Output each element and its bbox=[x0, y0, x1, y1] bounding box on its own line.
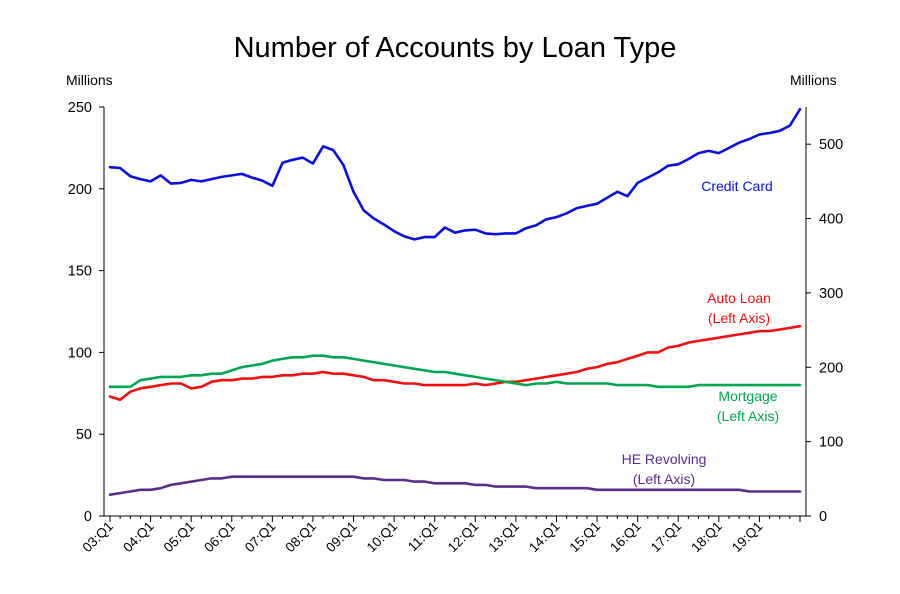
x-tick-label: 05:Q1 bbox=[161, 519, 198, 556]
left-y-tick-label: 250 bbox=[68, 100, 92, 116]
right-axis-unit-label: Millions bbox=[790, 72, 837, 88]
x-tick-label: 07:Q1 bbox=[242, 519, 279, 556]
series-label-auto-loan: Auto Loan bbox=[707, 290, 771, 306]
series-label-he-revolving: HE Revolving bbox=[622, 451, 707, 467]
series-line-auto-loan bbox=[108, 324, 802, 402]
left-y-tick-label: 0 bbox=[84, 509, 92, 525]
x-tick-label: 16:Q1 bbox=[607, 519, 644, 556]
x-tick-label: 09:Q1 bbox=[323, 519, 360, 556]
right-y-tick-label: 0 bbox=[819, 509, 827, 525]
series-line-he-revolving bbox=[108, 475, 802, 497]
x-tick-label: 14:Q1 bbox=[526, 519, 563, 556]
series-label-auto-loan: (Left Axis) bbox=[708, 310, 770, 326]
x-tick-label: 18:Q1 bbox=[688, 519, 725, 556]
chart-title: Number of Accounts by Loan Type bbox=[234, 32, 677, 64]
x-tick-label: 13:Q1 bbox=[485, 519, 522, 556]
series-label-mortgage: (Left Axis) bbox=[717, 408, 779, 424]
x-tick-label: 08:Q1 bbox=[282, 519, 319, 556]
series-label-credit-card: Credit Card bbox=[701, 178, 773, 194]
x-tick-label: 11:Q1 bbox=[405, 519, 441, 555]
left-y-tick-label: 50 bbox=[76, 427, 92, 443]
x-tick-label: 12:Q1 bbox=[445, 519, 482, 556]
x-tick-label: 06:Q1 bbox=[201, 519, 238, 556]
left-y-tick-label: 100 bbox=[68, 345, 92, 361]
x-tick-label: 15:Q1 bbox=[567, 519, 604, 556]
right-y-tick-label: 200 bbox=[819, 360, 843, 376]
right-y-tick-label: 500 bbox=[819, 137, 843, 153]
right-y-tick-label: 300 bbox=[819, 286, 843, 302]
series-label-mortgage: Mortgage bbox=[718, 388, 777, 404]
right-y-tick-label: 100 bbox=[819, 435, 843, 451]
series-line-mortgage bbox=[108, 354, 802, 389]
x-tick-label: 19:Q1 bbox=[729, 519, 766, 556]
series-layer bbox=[108, 107, 802, 497]
series-label-he-revolving: (Left Axis) bbox=[633, 471, 695, 487]
x-tick-label: 17:Q1 bbox=[648, 519, 685, 556]
series-labels: Credit Card Auto Loan (Left Axis) Mortgage (… bbox=[622, 178, 780, 487]
left-y-tick-label: 200 bbox=[68, 182, 92, 198]
left-axis-unit-label: Millions bbox=[66, 72, 113, 88]
series-line-credit-card bbox=[108, 107, 802, 241]
x-tick-label: 04:Q1 bbox=[120, 519, 157, 556]
left-y-tick-label: 150 bbox=[68, 264, 92, 280]
right-y-tick-label: 400 bbox=[819, 212, 843, 228]
x-tick-label: 10:Q1 bbox=[364, 519, 401, 556]
